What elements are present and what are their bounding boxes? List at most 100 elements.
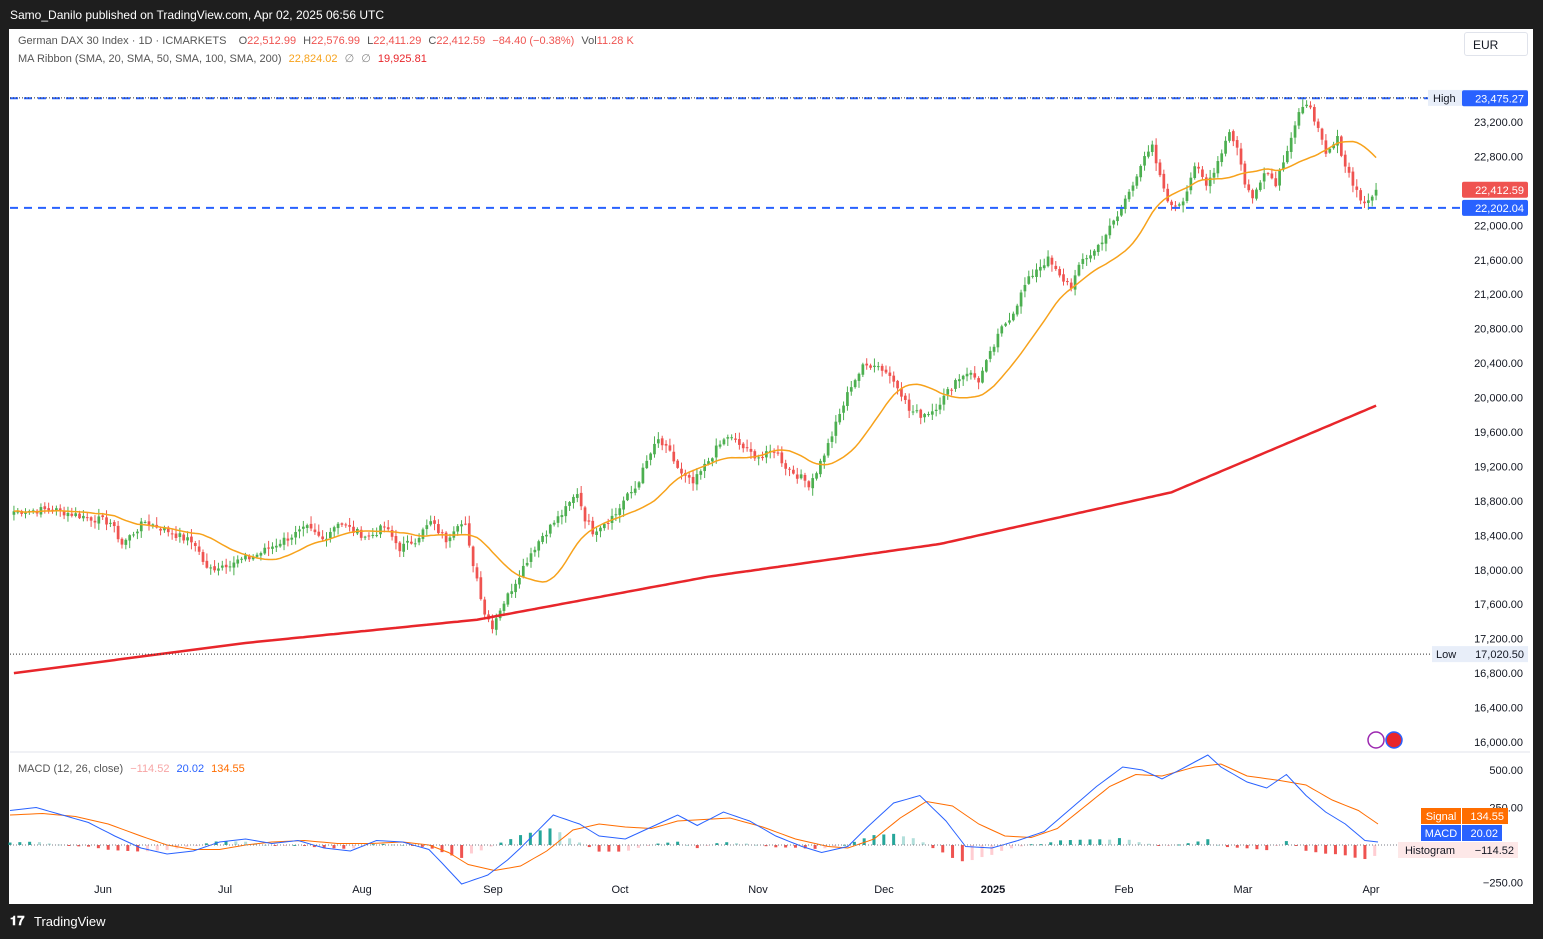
candle-body (537, 541, 541, 551)
candle-body (1208, 177, 1212, 187)
macd-histogram-bar (116, 845, 120, 851)
sma20-line (13, 140, 1377, 583)
candle-body (707, 461, 710, 464)
candle-body (1174, 205, 1177, 207)
macd-histogram-bar (1304, 845, 1308, 851)
time-axis-tick: Jun (94, 884, 112, 896)
candle-body (911, 411, 915, 413)
macd-histogram-bar (155, 845, 159, 851)
macd-axis-tick: 500.00 (1489, 765, 1523, 777)
candle-body (1282, 162, 1285, 170)
candle-body (865, 363, 869, 366)
macd-histogram-bar (332, 845, 336, 849)
candle-body (1054, 265, 1058, 270)
macd-histogram-bar (440, 845, 444, 853)
macd-histogram-bar (1147, 843, 1151, 845)
macd-histogram-bar (666, 842, 670, 845)
candle-body (1231, 131, 1235, 142)
publisher-header: Samo_Danilo published on TradingView.com… (0, 0, 1543, 30)
signal-tag-label: Signal (1426, 811, 1457, 823)
candle-body (236, 559, 240, 564)
candle-body (664, 443, 668, 446)
candle-body (1139, 166, 1143, 178)
support-price-label: 22,202.04 (1475, 203, 1524, 215)
time-axis-tick: Aug (352, 884, 372, 896)
macd-histogram-bar (744, 843, 748, 845)
macd-histogram-bar (656, 843, 660, 845)
candle-body (1120, 207, 1123, 216)
candle-body (954, 380, 957, 389)
candle-body (629, 492, 633, 494)
candle-body (880, 365, 884, 371)
candle-body (309, 523, 313, 529)
candle-body (1285, 151, 1289, 163)
candle-body (1158, 162, 1162, 176)
candle-body (861, 364, 865, 375)
candle-body (1212, 172, 1216, 178)
macd-histogram-bar (1078, 839, 1082, 845)
open-value: 22,512.99 (247, 35, 297, 47)
candle-body (1123, 198, 1127, 210)
candle-body (957, 379, 961, 382)
macd-histogram-bar (1019, 845, 1023, 847)
time-axis-tick: Sep (483, 884, 503, 896)
macd-value-bg (1462, 825, 1502, 841)
candle-body (753, 451, 757, 459)
candle-body (1347, 166, 1351, 173)
macd-signal-line (9, 763, 1379, 872)
candle-body (182, 534, 186, 541)
sma50-empty: ∅ (344, 53, 355, 65)
macd-histogram-bar (1186, 843, 1190, 845)
candle-body (653, 443, 656, 455)
candle-body (328, 531, 332, 539)
macd-histogram-bar (204, 843, 208, 845)
candle-body (1162, 173, 1166, 189)
price-axis-tick: 18,000.00 (1474, 565, 1523, 577)
macd-histogram-bar (37, 842, 41, 845)
price-axis-tick: 21,200.00 (1474, 289, 1523, 301)
candle-body (301, 526, 305, 529)
candle-body (332, 527, 336, 532)
candle-body (1297, 112, 1301, 126)
footer-brand[interactable]: TradingView (34, 914, 106, 929)
candle-body (193, 543, 197, 546)
candle-body (336, 523, 340, 529)
macd-hist-value: −114.52 (130, 763, 170, 775)
candle-body (228, 566, 232, 568)
candle-body (271, 546, 274, 549)
candle-body (788, 468, 791, 470)
candle-body (313, 529, 317, 533)
macd-histogram-bar (577, 842, 581, 845)
candle-body (834, 421, 838, 436)
candle-body (1301, 106, 1305, 114)
flash-icon (1367, 731, 1385, 749)
macd-tag-label: MACD (1425, 828, 1457, 840)
price-axis-tick: 17,600.00 (1474, 599, 1523, 611)
candle-body (163, 527, 166, 531)
low-tag-label: Low (1436, 649, 1456, 661)
candle-body (506, 593, 510, 605)
candle-body (1077, 264, 1081, 276)
candle-body (1193, 166, 1197, 179)
candle-body (232, 562, 236, 568)
macd-histogram-bar (1098, 839, 1102, 845)
candle-body (1046, 256, 1050, 267)
macd-histogram-bar (391, 844, 395, 846)
candle-body (290, 537, 294, 540)
macd-histogram-bar (469, 845, 473, 854)
candle-body (170, 533, 174, 535)
candle-body (649, 453, 652, 460)
candle-body (186, 537, 189, 541)
candle-body (903, 395, 907, 400)
macd-histogram-bar (87, 845, 91, 847)
candle-body (66, 512, 70, 517)
candle-body (541, 535, 544, 542)
price-axis-tick: 20,400.00 (1474, 358, 1523, 370)
currency-selector[interactable]: EUR (1464, 32, 1528, 56)
candle-body (213, 566, 216, 571)
macd-histogram-bar (352, 845, 356, 849)
candle-body (869, 365, 872, 368)
macd-histogram-bar (401, 845, 405, 846)
candle-body (996, 333, 1000, 348)
